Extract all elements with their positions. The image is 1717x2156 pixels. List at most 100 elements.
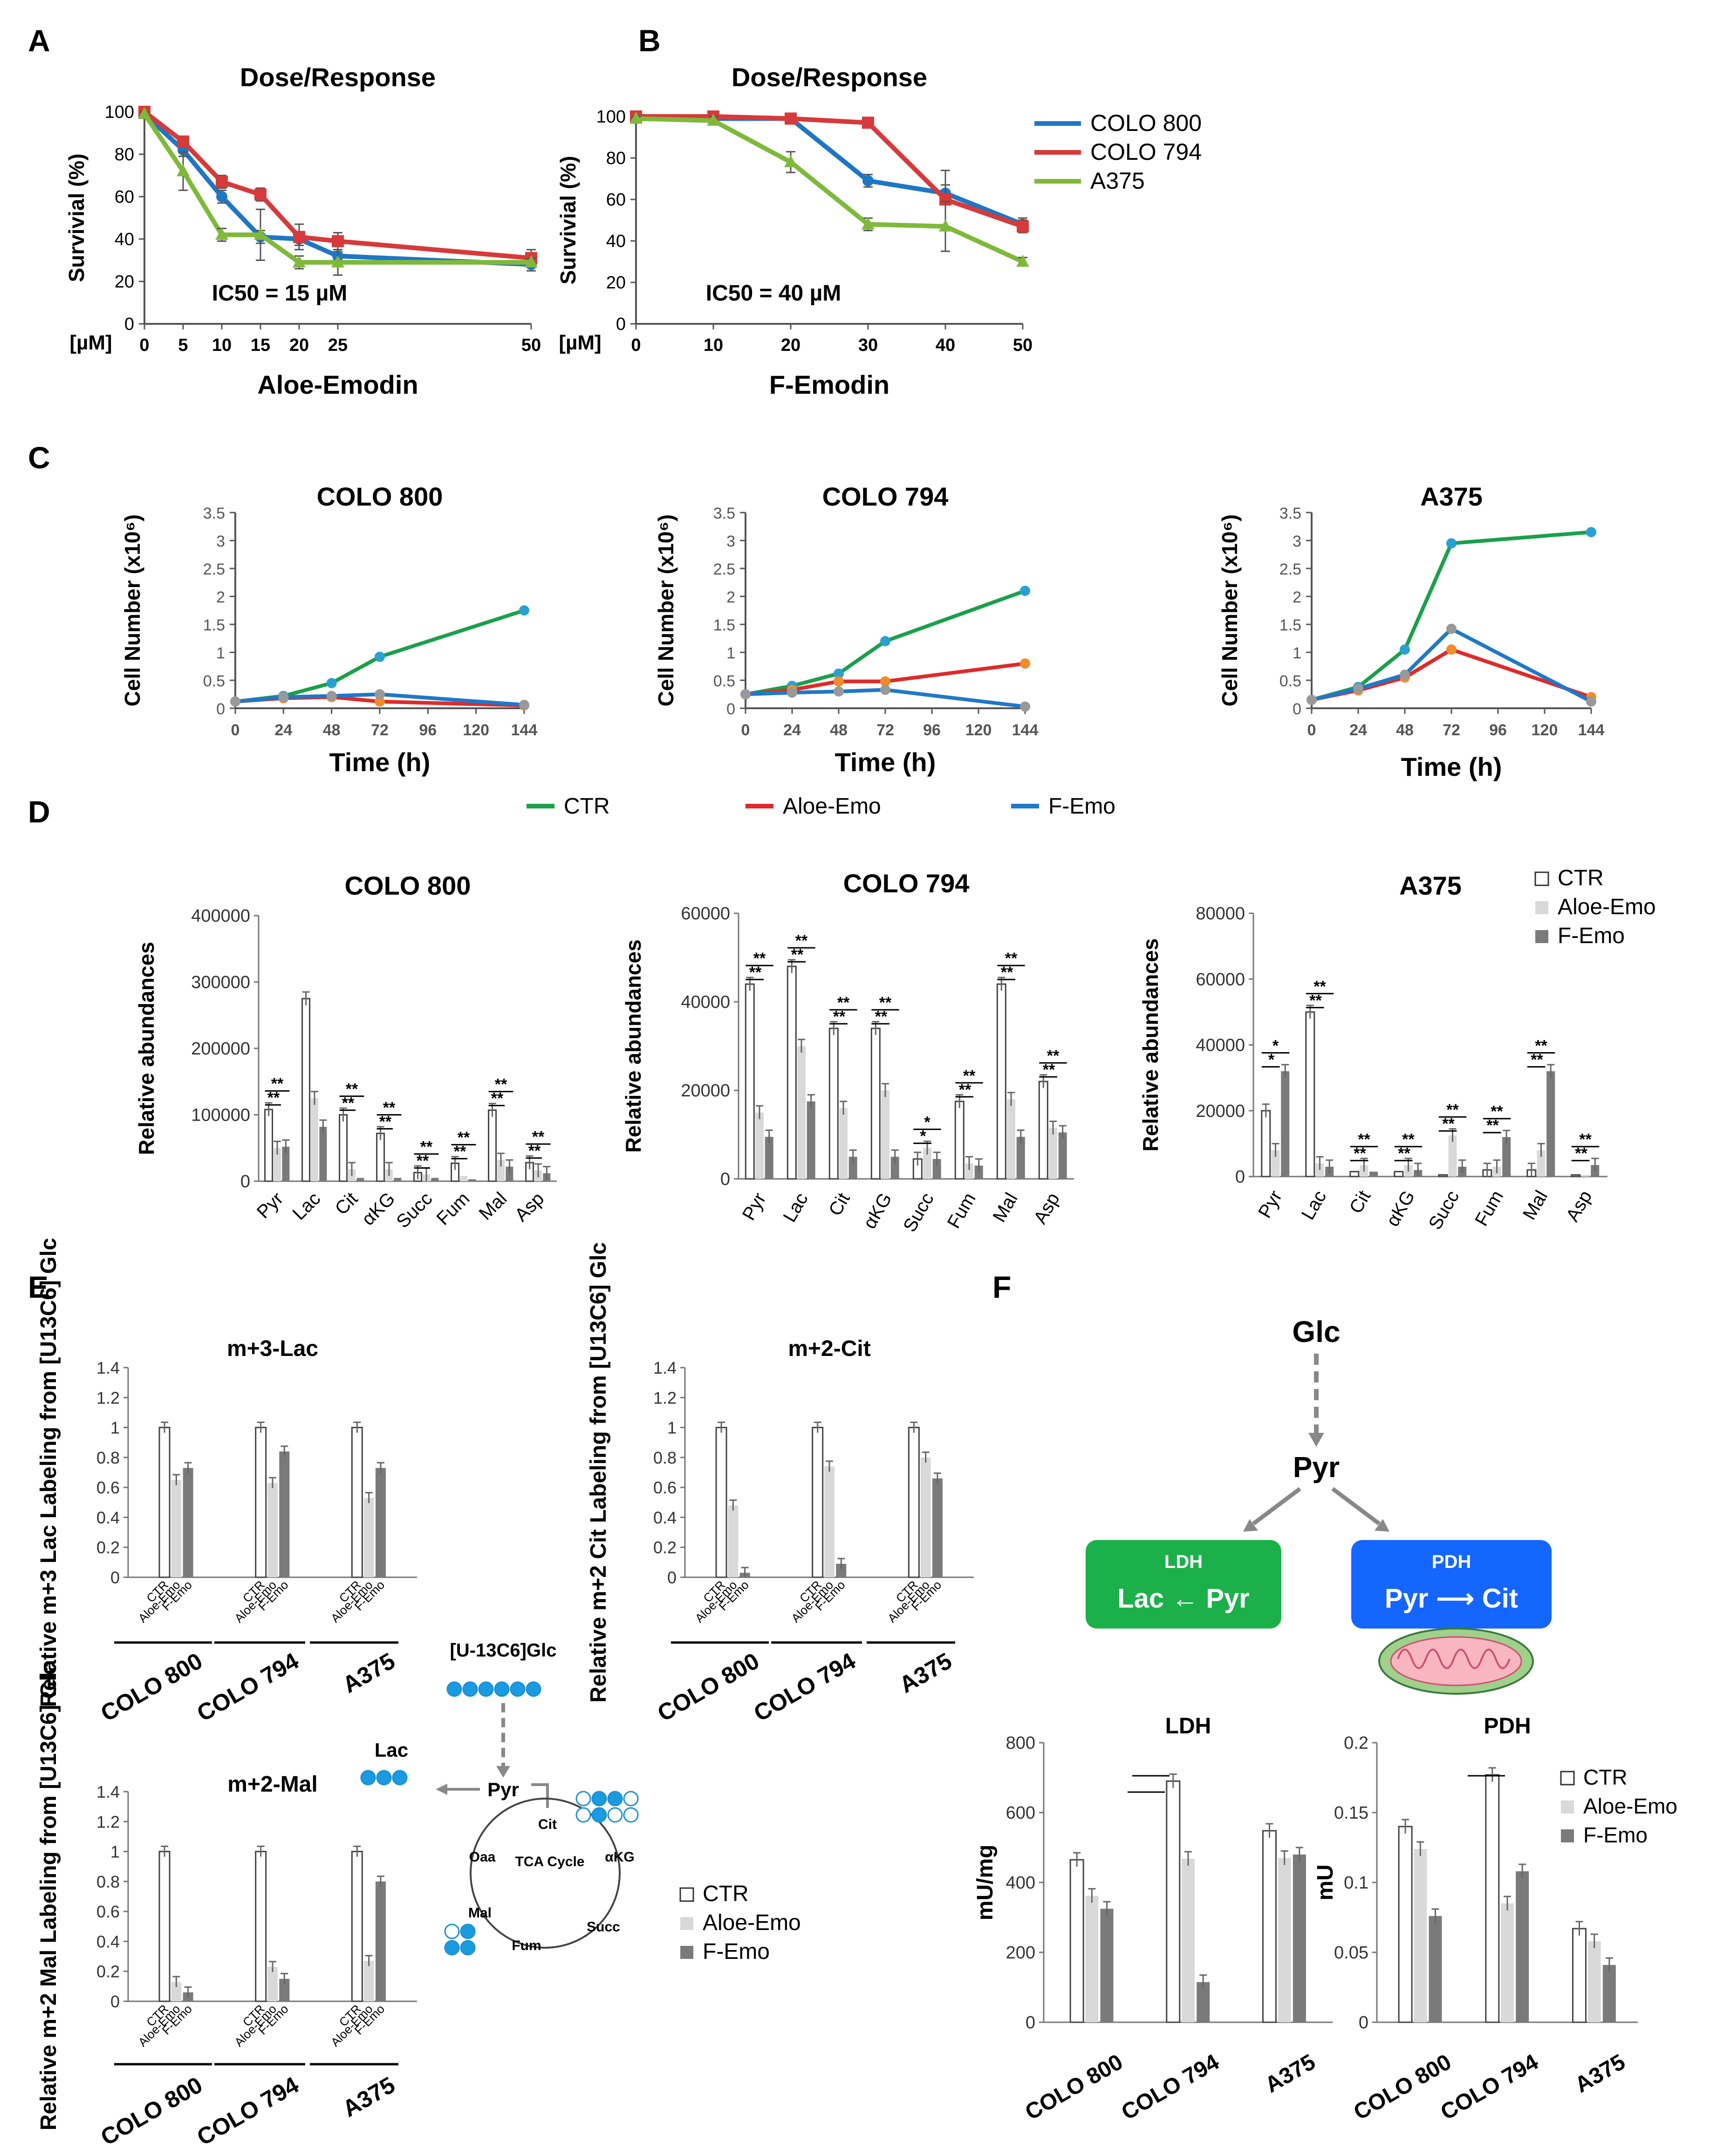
data-point — [862, 175, 874, 186]
significance-mark: ** — [454, 1143, 466, 1161]
bar — [932, 1478, 943, 1577]
y-tick-label: 20000 — [1196, 1102, 1245, 1121]
chart-title: COLO 794 — [822, 482, 949, 511]
legend-swatch — [1561, 1829, 1574, 1842]
panel-letter: A — [28, 23, 50, 58]
x-tick-label: 10 — [212, 335, 232, 355]
y-tick-label: 0.5 — [203, 672, 225, 690]
mal-carbon-dot — [460, 1923, 476, 1939]
chart-title: Dose/Response — [240, 62, 436, 92]
significance-mark: ** — [1001, 964, 1013, 981]
x-tick-label: A375 — [1571, 2050, 1629, 2098]
y-tick-label: 1.2 — [96, 1388, 120, 1407]
metabolite-oaa: Oaa — [469, 1849, 496, 1865]
y-tick-label: 0 — [110, 1992, 120, 2011]
bar — [890, 1157, 899, 1179]
bar — [881, 1090, 889, 1179]
significance-mark: ** — [875, 1008, 888, 1026]
bar — [267, 1967, 278, 2001]
y-tick-label: 0.4 — [653, 1508, 677, 1527]
bar — [1501, 1903, 1514, 2022]
bar — [282, 1146, 290, 1181]
y-tick-label: 0.8 — [653, 1448, 677, 1467]
x-tick-label: 40 — [936, 335, 955, 355]
ldh-box — [1086, 1540, 1281, 1629]
arrow-head — [496, 1766, 510, 1778]
y-tick-label: 1 — [216, 644, 225, 662]
y-tick-label: 1.4 — [96, 1782, 120, 1801]
bar — [1394, 1170, 1404, 1177]
legend-label: Aloe-Emo — [1558, 895, 1656, 919]
x-tick-label: Fum — [1471, 1187, 1507, 1230]
bar — [954, 1101, 965, 1180]
ic50-label: IC50 = 15 µM — [212, 281, 347, 306]
metabolite-cit: Cit — [538, 1817, 557, 1832]
y-tick-label: 2 — [1293, 589, 1301, 606]
x-tick-label: 48 — [323, 721, 341, 739]
data-point — [629, 111, 643, 124]
legend-label: COLO 800 — [1090, 110, 1202, 136]
legend-swatch — [1535, 901, 1548, 914]
bar — [807, 1101, 815, 1179]
data-point — [138, 107, 151, 119]
legend-swatch — [1561, 1800, 1574, 1814]
y-tick-label: 1.5 — [713, 616, 735, 634]
chart-title: A375 — [1420, 482, 1483, 511]
y-tick-label: 80 — [606, 149, 626, 168]
bar — [394, 1177, 402, 1181]
data-point — [525, 255, 538, 268]
mal-carbon-dot — [460, 1940, 476, 1956]
chart-E3: 00.20.40.60.811.21.4CTRAloe-EmoF-EmoCOLO… — [36, 1663, 417, 2150]
x-tick-label: Succ — [392, 1188, 436, 1232]
bar — [797, 1046, 806, 1179]
bar — [1429, 1916, 1442, 2022]
y-tick-label: 0.6 — [653, 1478, 677, 1497]
x-tick-label: COLO 794 — [1437, 2049, 1543, 2125]
bar — [375, 1468, 386, 1577]
bar — [839, 1108, 848, 1179]
y-tick-label: 0 — [720, 1170, 730, 1189]
bar — [183, 1468, 193, 1577]
legend-label: CTR — [564, 794, 610, 819]
data-point — [254, 188, 267, 201]
x-tick-label: COLO 794 — [1117, 2049, 1224, 2125]
y-tick-label: 0 — [1293, 700, 1301, 718]
x-tick-label: 72 — [371, 721, 389, 739]
data-point — [519, 699, 529, 710]
x-tick-label: 30 — [858, 335, 878, 355]
y-tick-label: 40 — [606, 232, 626, 251]
y-tick-label: 0.8 — [96, 1448, 120, 1467]
data-point — [1020, 701, 1030, 712]
chart-E2: 00.20.40.60.811.21.4CTRAloe-EmoF-EmoCOLO… — [586, 1242, 974, 1726]
y-tick-label: 1.4 — [96, 1358, 120, 1377]
bar — [1058, 1132, 1067, 1179]
y-tick-label: 0 — [216, 700, 225, 718]
bar — [1438, 1174, 1448, 1177]
bar — [836, 1564, 847, 1577]
x-tick-label: Lac — [1298, 1187, 1330, 1224]
y-tick-label: 40000 — [681, 992, 730, 1012]
y-axis-label: mU/mg — [973, 1845, 998, 1921]
significance-mark: ** — [379, 1113, 392, 1131]
cit-carbon-dot — [575, 1807, 591, 1823]
bar — [1546, 1071, 1555, 1177]
x-tick-label: 96 — [923, 721, 941, 739]
bar — [965, 1163, 973, 1179]
x-tick-label: 144 — [1012, 721, 1039, 739]
chart-title: A375 — [1399, 871, 1462, 900]
y-axis-label: Relative m+2 Cit Labeling from [U13C6] G… — [586, 1242, 611, 1703]
tca-label: TCA Cycle — [515, 1854, 585, 1869]
data-point — [784, 155, 797, 167]
x-tick-label: 144 — [1578, 721, 1605, 739]
legend-swatch — [1560, 1771, 1575, 1786]
significance-mark: ** — [342, 1095, 355, 1112]
data-point — [293, 231, 305, 243]
bar — [279, 1451, 290, 1577]
chart-E1: 00.20.40.60.811.21.4CTRAloe-EmoF-EmoCOLO… — [36, 1238, 417, 1726]
bar — [351, 1851, 363, 2002]
legend-label: Aloe-Emo — [783, 794, 881, 819]
bar — [1537, 1150, 1546, 1177]
panel-letter: B — [638, 23, 661, 58]
y-tick-label: 0.2 — [653, 1538, 677, 1557]
